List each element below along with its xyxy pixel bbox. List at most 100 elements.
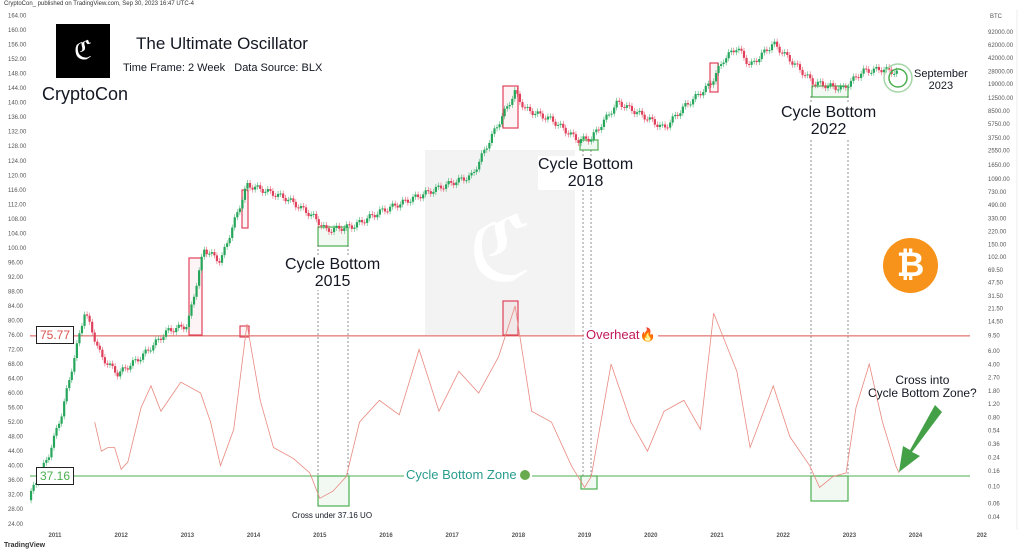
price-candle bbox=[427, 190, 430, 192]
price-candle bbox=[269, 189, 272, 191]
price-candle bbox=[832, 83, 835, 86]
left-axis-tick: 92.00 bbox=[8, 275, 24, 281]
cycle-bottom-zone-label: Cycle Bottom Zone bbox=[404, 467, 533, 482]
left-axis-tick: 44.00 bbox=[8, 449, 24, 455]
price-candle bbox=[203, 249, 206, 257]
arrow-icon bbox=[899, 405, 942, 472]
price-candle bbox=[745, 57, 748, 64]
price-candle bbox=[775, 41, 779, 47]
price-candle bbox=[218, 261, 221, 263]
price-candle bbox=[60, 416, 63, 424]
price-candle bbox=[735, 50, 738, 53]
price-candle bbox=[80, 325, 84, 334]
price-candle bbox=[170, 328, 173, 332]
right-axis-tick: 150.00 bbox=[988, 242, 1007, 248]
right-axis-tick: 0.36 bbox=[988, 442, 1000, 448]
price-candle bbox=[210, 252, 213, 254]
price-candle bbox=[57, 423, 61, 428]
price-candle bbox=[625, 105, 628, 108]
price-candle bbox=[648, 117, 651, 120]
x-axis-tick: 2018 bbox=[512, 533, 526, 539]
price-candle bbox=[85, 314, 89, 316]
price-candle bbox=[488, 142, 491, 149]
right-axis-tick: 8500.00 bbox=[988, 109, 1010, 115]
price-candle bbox=[806, 74, 809, 76]
left-axis-tick: 120.00 bbox=[8, 173, 27, 179]
price-candle bbox=[826, 85, 830, 89]
right-axis-tick: 92000.00 bbox=[988, 30, 1014, 36]
price-candle bbox=[437, 185, 440, 187]
left-axis-tick: 56.00 bbox=[8, 406, 24, 412]
price-candle bbox=[259, 185, 262, 189]
price-candle bbox=[366, 218, 369, 223]
price-candle bbox=[809, 74, 812, 79]
price-candle bbox=[783, 52, 786, 54]
price-candle bbox=[686, 103, 690, 105]
price-candle bbox=[52, 435, 56, 448]
brand-logo: ℭ bbox=[56, 24, 110, 78]
left-axis-tick: 36.00 bbox=[8, 478, 24, 484]
price-candle bbox=[55, 427, 58, 436]
price-candle bbox=[529, 106, 532, 112]
price-candle bbox=[854, 76, 858, 78]
price-candle bbox=[498, 124, 501, 128]
price-candle bbox=[719, 64, 723, 67]
left-axis-tick: 80.00 bbox=[8, 318, 24, 324]
price-candle bbox=[623, 107, 626, 109]
right-axis-tick: 69.50 bbox=[988, 268, 1004, 274]
price-candle bbox=[434, 186, 438, 192]
x-axis-tick: 2022 bbox=[777, 533, 791, 539]
zone-text: Cycle Bottom Zone bbox=[406, 467, 517, 482]
price-candle bbox=[847, 86, 850, 88]
left-axis-tick: 152.00 bbox=[8, 57, 27, 63]
price-candle bbox=[763, 49, 766, 53]
publish-header: CryptoCon_ published on TradingView.com,… bbox=[4, 1, 195, 7]
right-axis-tick: 62000.00 bbox=[988, 43, 1014, 49]
price-candle bbox=[63, 401, 66, 417]
price-candle bbox=[870, 72, 873, 74]
price-candle bbox=[450, 180, 453, 183]
right-axis-tick: 1.20 bbox=[988, 402, 1000, 408]
price-candle bbox=[895, 70, 898, 74]
price-candle bbox=[470, 172, 473, 176]
price-candle bbox=[704, 85, 707, 93]
left-axis-tick: 116.00 bbox=[8, 188, 27, 194]
price-candle bbox=[885, 67, 888, 70]
price-candle bbox=[93, 332, 96, 342]
tradingview-logo[interactable]: TradingView bbox=[4, 542, 46, 549]
left-axis-tick: 68.00 bbox=[8, 362, 24, 368]
right-axis-tick: 47.50 bbox=[988, 280, 1004, 286]
price-candle bbox=[266, 189, 269, 192]
price-candle bbox=[228, 237, 231, 244]
right-axis-tick: 1090.00 bbox=[988, 177, 1010, 183]
price-candle bbox=[793, 63, 797, 65]
price-candle bbox=[602, 119, 606, 127]
price-candle bbox=[348, 224, 351, 226]
price-candle bbox=[175, 328, 178, 333]
price-candle bbox=[638, 110, 641, 113]
price-candle bbox=[671, 116, 674, 123]
price-candle bbox=[460, 177, 463, 179]
price-candle bbox=[732, 50, 735, 53]
price-candle bbox=[172, 331, 175, 333]
right-axis-tick: 4.00 bbox=[988, 362, 1000, 368]
price-candle bbox=[579, 139, 583, 143]
price-candle bbox=[223, 246, 226, 256]
price-candle bbox=[312, 213, 315, 215]
price-candle bbox=[68, 380, 71, 389]
price-candle bbox=[605, 114, 608, 120]
price-candle bbox=[185, 326, 188, 330]
price-candle bbox=[523, 107, 527, 109]
chart-subtitle: Time Frame: 2 Week Data Source: BLX bbox=[123, 62, 323, 74]
right-axis-tick: 9.50 bbox=[988, 334, 1000, 340]
right-axis-tick: 1650.00 bbox=[988, 163, 1010, 169]
price-candle bbox=[424, 190, 427, 195]
price-candle bbox=[236, 212, 239, 218]
price-candle bbox=[271, 190, 275, 196]
price-candle bbox=[419, 197, 422, 199]
price-candle bbox=[758, 59, 761, 63]
price-candle bbox=[819, 81, 822, 83]
price-candle bbox=[717, 66, 720, 74]
price-candle bbox=[467, 175, 471, 181]
